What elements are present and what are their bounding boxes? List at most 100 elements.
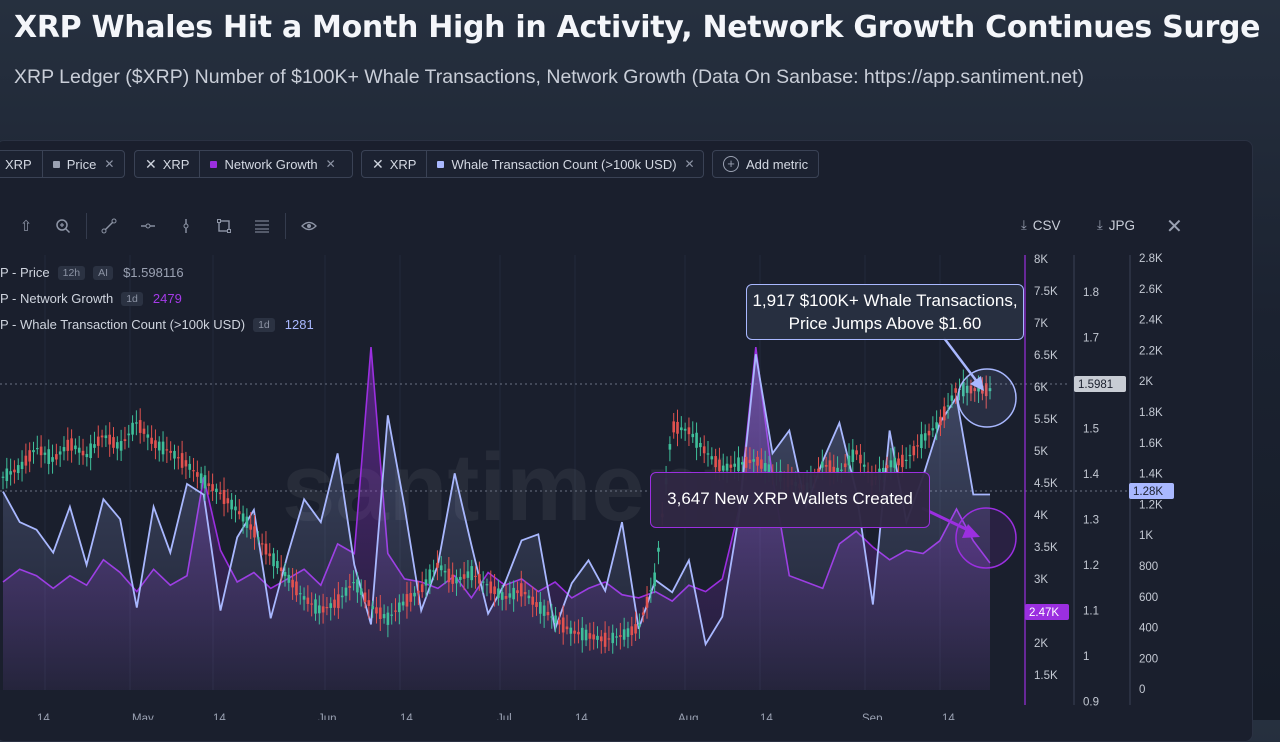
horizontal-line-icon[interactable] (137, 215, 159, 237)
price-candle-body (157, 441, 161, 451)
whale-annotation: 1,917 $100K+ Whale Transactions, Price J… (746, 284, 1024, 340)
price-candle-body (447, 568, 451, 583)
whale-tick-label: 1K (1139, 530, 1153, 542)
price-candle-body (500, 592, 504, 600)
remove-asset-icon[interactable]: ✕ (145, 155, 157, 172)
price-candle-body (192, 470, 195, 472)
price-candle-body (580, 627, 584, 641)
whale-tick-label: 800 (1139, 561, 1158, 573)
price-candle-body (306, 597, 310, 604)
price-candle-body (474, 575, 477, 578)
chart-canvas[interactable]: santiment8K7.5K7K6.5K6K5.5K5K4.5K4K3.5K3… (0, 0, 1280, 720)
price-candle-body (904, 459, 908, 462)
zoom-icon[interactable] (52, 215, 74, 237)
price-candle-body (946, 405, 950, 407)
price-candle-body (893, 457, 897, 468)
price-candle-body (638, 624, 641, 627)
close-icon[interactable]: ✕ (104, 157, 115, 171)
price-candle-body (283, 572, 287, 577)
price-candle-body (344, 587, 348, 596)
metric-chip-network-growth[interactable]: ✕ XRP Network Growth ✕ (134, 150, 353, 178)
price-candle-body (222, 489, 226, 504)
metric-chip-whale-transactions[interactable]: ✕ XRP Whale Transaction Count (>100k USD)… (361, 150, 704, 178)
trend-line-icon[interactable] (98, 215, 120, 237)
price-candle-body (100, 435, 104, 438)
price-candle-body (920, 434, 923, 449)
rectangle-icon[interactable] (213, 215, 235, 237)
metric-chip-price[interactable]: XRP Price ✕ (0, 150, 125, 178)
price-candle-body (535, 602, 538, 607)
page-subtitle: XRP Ledger ($XRP) Number of $100K+ Whale… (14, 66, 1084, 88)
download-csv-button[interactable]: ⤓ CSV (1021, 217, 1061, 233)
price-candle-body (161, 441, 165, 455)
price-candle-body (523, 591, 527, 595)
network-growth-tick-label: 3K (1034, 574, 1048, 586)
close-chart-button[interactable]: ✕ (1166, 214, 1183, 239)
legend-tag: 1d (121, 291, 143, 306)
price-candle-body (828, 460, 832, 476)
download-jpg-button[interactable]: ⤓ JPG (1097, 217, 1135, 233)
price-candle-body (504, 595, 508, 599)
price-candle-body (176, 457, 180, 459)
price-candle-body (184, 460, 188, 467)
vertical-line-icon[interactable] (175, 215, 197, 237)
price-candle-body (260, 543, 264, 545)
price-candle-body (699, 442, 702, 448)
price-candle-body (691, 433, 695, 438)
price-tick-label: 1.3 (1083, 515, 1099, 527)
whale-tick-label: 2.4K (1139, 315, 1163, 327)
chip-asset: XRP (389, 156, 417, 172)
price-candle-body (154, 440, 157, 449)
price-candle-body (317, 605, 321, 614)
price-candle-body (85, 453, 89, 458)
close-icon[interactable]: ✕ (325, 157, 336, 171)
price-candle-body (199, 473, 203, 484)
price-candle-body (729, 464, 733, 468)
chip-asset: XRP (5, 156, 32, 172)
price-tick-label: 1.5 (1083, 424, 1099, 436)
price-candle-body (752, 459, 756, 462)
close-icon[interactable]: ✕ (684, 157, 695, 171)
price-tick-label: 0.9 (1083, 697, 1099, 709)
remove-asset-icon[interactable]: ✕ (372, 155, 384, 172)
whale-annotation-line: 1,917 $100K+ Whale Transactions, (752, 291, 1018, 310)
legend-value: 1281 (284, 317, 314, 332)
price-candle-body (131, 422, 134, 435)
price-candle-body (333, 599, 336, 608)
price-candle-body (352, 582, 355, 584)
price-candle-body (104, 435, 108, 439)
price-candle-body (927, 430, 931, 436)
x-tick-label: Jun (318, 713, 337, 720)
price-candle-body (596, 635, 599, 640)
price-candle-body (508, 593, 512, 598)
eye-icon[interactable] (298, 215, 320, 237)
price-candle-body (561, 617, 565, 633)
price-candle-body (626, 628, 630, 637)
price-candle-body (489, 581, 493, 594)
price-candle-body (230, 499, 233, 510)
x-tick-label: 14 (213, 713, 226, 720)
price-candle-body (13, 469, 16, 473)
price-candle-body (413, 592, 416, 597)
whale-current-badge: 1.28K (1133, 486, 1163, 498)
price-candle-body (378, 607, 382, 620)
price-candle-body (645, 596, 649, 608)
price-candle-body (539, 601, 542, 614)
price-candle-body (676, 421, 679, 434)
arrow-up-icon[interactable]: ⇧ (19, 218, 33, 235)
legend-label: P - Price (0, 265, 50, 280)
price-candle-body (702, 446, 706, 454)
fibonacci-icon[interactable] (251, 215, 273, 237)
price-candle-body (977, 387, 980, 392)
legend-price: P - Price 12h AI $1.598116 (0, 265, 184, 280)
x-tick-label: Aug (678, 713, 698, 720)
price-candle-body (169, 450, 172, 453)
price-candle-body (577, 631, 580, 635)
network-growth-tick-label: 7.5K (1034, 286, 1058, 298)
add-metric-button[interactable]: + Add metric (712, 150, 819, 178)
whale-tick-label: 1.4K (1139, 469, 1163, 481)
legend-value: 2479 (152, 291, 182, 306)
price-candle-body (39, 446, 43, 456)
price-candle-body (96, 436, 100, 446)
price-candle-body (295, 581, 298, 596)
